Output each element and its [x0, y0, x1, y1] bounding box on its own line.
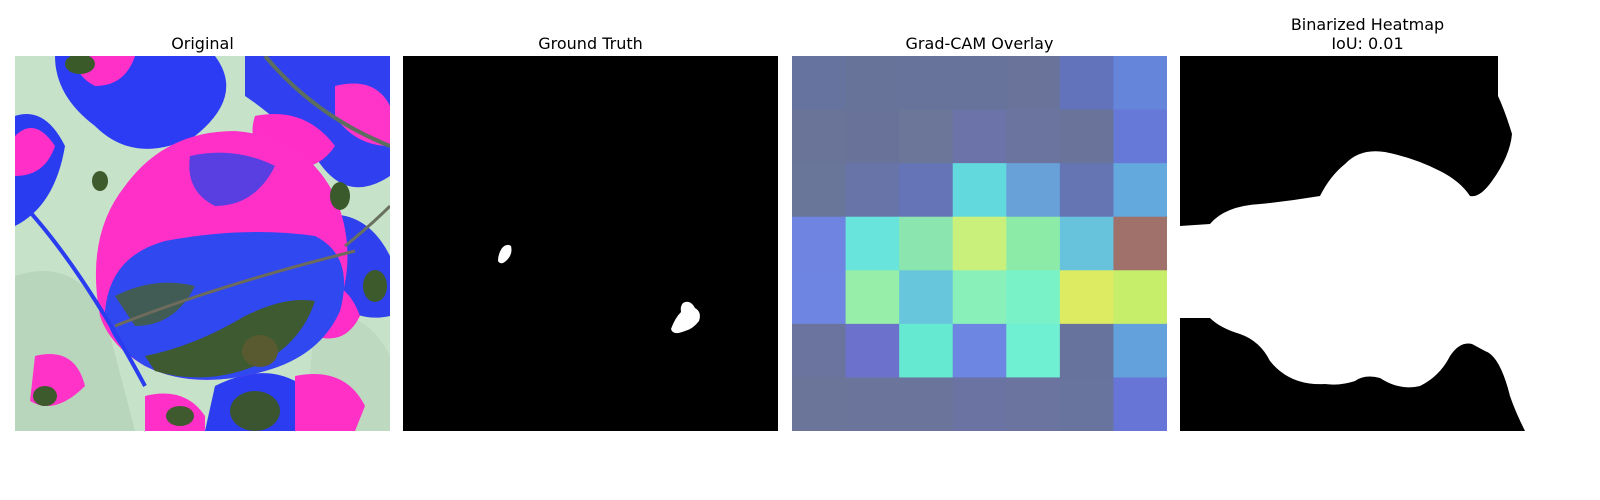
binarized-heatmap-svg — [1180, 56, 1555, 431]
mask-blob-right — [671, 301, 700, 334]
ground-truth-mask-svg — [403, 56, 778, 431]
heatmap-cell — [899, 216, 954, 271]
panel-ground-truth: Ground Truth — [403, 14, 778, 431]
panel-title: Ground Truth — [403, 14, 778, 56]
heatmap-cell — [845, 163, 900, 218]
heatmap-cell — [1006, 216, 1061, 271]
heatmap-cell — [952, 163, 1007, 218]
heatmap-cell — [899, 163, 954, 218]
heatmap-cell — [1059, 109, 1115, 164]
panel-original: Original — [15, 14, 390, 431]
gradcam-grid — [792, 56, 1167, 431]
heatmap-cell — [845, 377, 900, 431]
heatmap-cell — [899, 270, 954, 325]
heatmap-cell — [1113, 216, 1167, 271]
gradcam-overlay-image — [792, 56, 1167, 431]
leaf — [95, 131, 390, 380]
heatmap-cell — [1059, 163, 1115, 218]
heatmap-cell — [792, 163, 847, 218]
heatmap-cell — [1006, 56, 1061, 111]
heatmap-cell — [1006, 109, 1061, 164]
heatmap-cell — [845, 323, 900, 379]
heatmap-cell — [1113, 323, 1167, 379]
heatmap-cell — [792, 323, 847, 379]
heatmap-cell — [1059, 377, 1115, 431]
binarized-heatmap-image — [1180, 56, 1555, 431]
heatmap-cell — [1059, 323, 1115, 379]
heatmap-cell — [899, 323, 954, 379]
original-image-svg — [15, 56, 390, 431]
heatmap-cell — [952, 270, 1007, 325]
panel-title-text: Grad-CAM Overlay — [905, 34, 1054, 53]
heatmap-cell — [1006, 270, 1061, 325]
heatmap-cell — [845, 56, 900, 111]
heatmap-cell — [1113, 270, 1167, 325]
heatmap-cell — [792, 377, 847, 431]
mask-blob-left — [498, 244, 512, 264]
heatmap-cell — [792, 216, 847, 271]
heatmap-cell — [952, 216, 1007, 271]
heatmap-cell — [1113, 109, 1167, 164]
heatmap-cell — [1006, 323, 1061, 379]
iou-score: IoU: 0.01 — [1331, 34, 1404, 53]
binarized-region — [1180, 56, 1555, 431]
heatmap-cell — [1113, 163, 1167, 218]
panel-title: Grad-CAM Overlay — [792, 14, 1167, 56]
panel-title-text: Original — [171, 34, 234, 53]
panel-title-text: Ground Truth — [538, 34, 643, 53]
heatmap-cell — [952, 56, 1007, 111]
panel-gradcam-overlay: Grad-CAM Overlay — [792, 14, 1167, 431]
panel-title: Binarized Heatmap IoU: 0.01 — [1180, 14, 1555, 56]
heatmap-cell — [899, 377, 954, 431]
ground-truth-mask — [403, 56, 778, 431]
heatmap-cell — [1006, 377, 1061, 431]
heatmap-cell — [792, 56, 847, 111]
panel-binarized-heatmap: Binarized Heatmap IoU: 0.01 — [1180, 14, 1555, 431]
panel-title-text: Binarized Heatmap — [1290, 15, 1445, 34]
heatmap-cell — [1113, 377, 1167, 431]
heatmap-cell — [952, 377, 1007, 431]
heatmap-cell — [845, 270, 900, 325]
heatmap-cell — [1113, 56, 1167, 111]
heatmap-cell — [792, 109, 847, 164]
heatmap-cell — [899, 56, 954, 111]
heatmap-cell — [952, 109, 1007, 164]
heatmap-cell — [845, 216, 900, 271]
heatmap-cell — [1059, 270, 1115, 325]
heatmap-cell — [899, 109, 954, 164]
panel-title: Original — [15, 14, 390, 56]
heatmap-cell — [845, 109, 900, 164]
original-image — [15, 56, 390, 431]
heatmap-cell — [1059, 56, 1115, 111]
heatmap-cell — [792, 270, 847, 325]
heatmap-cell — [1006, 163, 1061, 218]
heatmap-cell — [952, 323, 1007, 379]
heatmap-cell — [1059, 216, 1115, 271]
